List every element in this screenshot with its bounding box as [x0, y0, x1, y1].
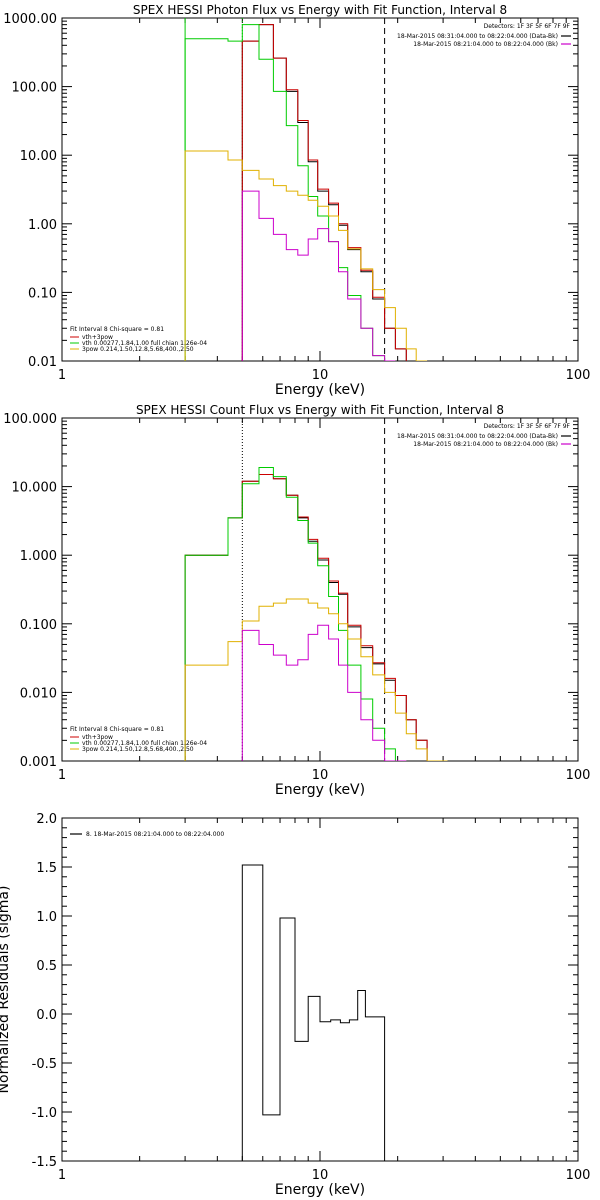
x-tick-label: 1 — [58, 368, 66, 383]
fit-legend-header: Fit Interval 8 Chi-square = 0.81 — [70, 326, 164, 333]
fit-legend-entry: 3pow 0.214,1.50,12.8,5.68,400.,2.50 — [82, 346, 194, 353]
y-tick-label: 1000.00 — [3, 12, 57, 27]
fit-legend-header: Fit Interval 8 Chi-square = 0.81 — [70, 726, 164, 733]
legend-entry: 18-Mar-2015 08:21:04.000 to 08:22:04.000… — [413, 41, 558, 48]
legend-header: Detectors: 1F 3F 5F 6F 7F 9F — [484, 23, 571, 30]
plot-data — [241, 864, 386, 1161]
series-line-3 — [184, 150, 428, 361]
x-axis-label: Energy (keV) — [275, 1182, 365, 1198]
x-tick-label: 1 — [58, 1168, 66, 1183]
x-tick-label: 10 — [312, 368, 329, 383]
series-line-3 — [184, 598, 448, 761]
plot-data — [184, 418, 448, 761]
x-tick-label: 100 — [566, 1168, 591, 1183]
series-line-1 — [241, 24, 407, 361]
series-line-4 — [241, 190, 396, 361]
count-flux-panel: SPEX HESSI Count Flux vs Energy with Fit… — [3, 403, 590, 798]
series-line-4 — [241, 624, 407, 761]
legend-entry: 18-Mar-2015 08:31:04.000 to 08:22:04.000… — [397, 33, 558, 40]
y-tick-label: 100.00 — [12, 81, 58, 96]
legend-entry: 18-Mar-2015 08:31:04.000 to 08:22:04.000… — [397, 433, 558, 440]
fit-legend-entry: 3pow 0.214,1.50,12.8,5.68,400.,2.50 — [82, 746, 194, 753]
fit-legend-entry: vth 0.00277,1.84,1.00 full chian 1.26e-0… — [82, 740, 207, 747]
legend-entry: 18-Mar-2015 08:21:04.000 to 08:22:04.000… — [413, 441, 558, 448]
x-axis-label: Energy (keV) — [275, 382, 365, 398]
chart-title: SPEX HESSI Count Flux vs Energy with Fit… — [136, 403, 504, 417]
x-tick-label: 1 — [58, 768, 66, 783]
x-tick-label: 100 — [566, 368, 591, 383]
y-tick-label: 1.0 — [36, 910, 57, 925]
y-tick-label: 2.0 — [36, 812, 57, 827]
fit-legend-entry: vth 0.00277,1.84,1.00 full chian 1.26e-0… — [82, 340, 207, 347]
series-line-2 — [184, 467, 407, 761]
series-line-0 — [184, 474, 437, 761]
y-tick-label: 1.00 — [28, 218, 57, 233]
x-axis-label: Energy (keV) — [275, 782, 365, 798]
plot-data — [184, 18, 428, 361]
x-tick-label: 10 — [312, 1168, 329, 1183]
y-tick-label: 10.00 — [20, 149, 57, 164]
y-tick-label: -0.5 — [32, 1057, 57, 1072]
photon-flux-panel: SPEX HESSI Photon Flux vs Energy with Fi… — [3, 3, 590, 398]
fit-legend-entry: vth+3pow — [82, 334, 113, 341]
residuals-panel: 1 10 100 Energy (keV) -1.5 -1.0 -0.5 0.0 0.5 1.0 1… — [0, 812, 590, 1198]
chart-title: SPEX HESSI Photon Flux vs Energy with Fi… — [133, 3, 507, 17]
y-tick-label: 10.000 — [12, 481, 58, 496]
legend-header: Detectors: 1F 3F 5F 6F 7F 9F — [484, 423, 571, 430]
y-tick-label: 0.10 — [28, 286, 57, 301]
y-tick-label: 100.000 — [3, 412, 57, 427]
y-tick-label: 0.010 — [20, 686, 57, 701]
y-axis-label: Normalized Residuals (sigma) — [0, 886, 12, 1094]
y-tick-label: 0.0 — [36, 1008, 57, 1023]
x-tick-label: 10 — [312, 768, 329, 783]
fit-legend-entry: vth+3pow — [82, 734, 113, 741]
y-tick-label: 0.01 — [28, 355, 57, 370]
series-line-1 — [184, 474, 437, 761]
y-tick-label: 1.5 — [36, 861, 57, 876]
series-line-0 — [241, 864, 386, 1161]
x-tick-label: 100 — [566, 768, 591, 783]
y-tick-label: 0.5 — [36, 959, 57, 974]
series-line-0 — [241, 24, 407, 361]
y-tick-label: 0.100 — [20, 618, 57, 633]
series-line-2 — [184, 24, 396, 361]
y-tick-label: -1.0 — [32, 1106, 57, 1121]
plot-frame — [61, 417, 579, 762]
y-tick-label: -1.5 — [32, 1155, 57, 1170]
y-tick-label: 0.001 — [20, 755, 57, 770]
plot-frame — [61, 817, 579, 1162]
y-tick-label: 1.000 — [20, 549, 57, 564]
legend-entry: 8. 18-Mar-2015 08:21:04.000 to 08:22:04.… — [86, 831, 224, 838]
